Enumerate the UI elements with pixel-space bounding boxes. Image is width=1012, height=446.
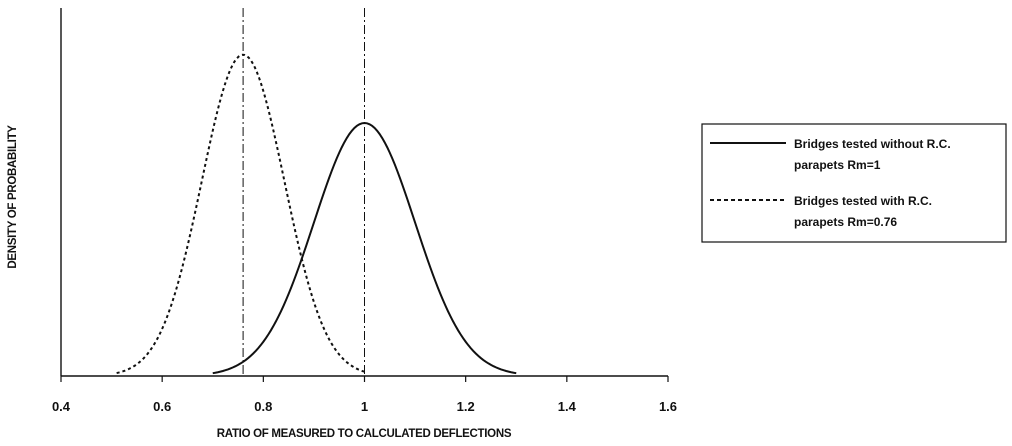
- series-layer: [116, 53, 517, 375]
- x-tick-label: 0.4: [52, 399, 71, 414]
- x-tick-label: 1.2: [457, 399, 475, 414]
- series-line-without-parapets: [212, 121, 517, 375]
- x-tick-label: 1.4: [558, 399, 577, 414]
- reference-lines: [242, 8, 365, 376]
- x-tick-label: 1: [361, 399, 368, 414]
- legend-label-with-parapets-line1: Bridges tested with R.C.: [794, 194, 932, 208]
- legend: Bridges tested without R.C. parapets Rm=…: [701, 123, 1007, 243]
- legend-label-with-parapets-line2: parapets Rm=0.76: [794, 215, 897, 229]
- series-line-with-parapets: [116, 53, 365, 375]
- x-tick-label: 0.8: [254, 399, 272, 414]
- y-axis-title: DENSITY OF PROBABILITY: [7, 125, 19, 269]
- x-tick-label: 0.6: [153, 399, 171, 414]
- x-axis-title: RATIO OF MEASURED TO CALCULATED DEFLECTI…: [217, 428, 512, 440]
- x-tick-label: 1.6: [659, 399, 677, 414]
- legend-label-without-parapets-line1: Bridges tested without R.C.: [794, 137, 951, 151]
- legend-label-without-parapets-line2: parapets Rm=1: [794, 158, 881, 172]
- x-ticks: 0.4 0.6 0.8 1 1.2 1.4 1.6: [52, 376, 677, 414]
